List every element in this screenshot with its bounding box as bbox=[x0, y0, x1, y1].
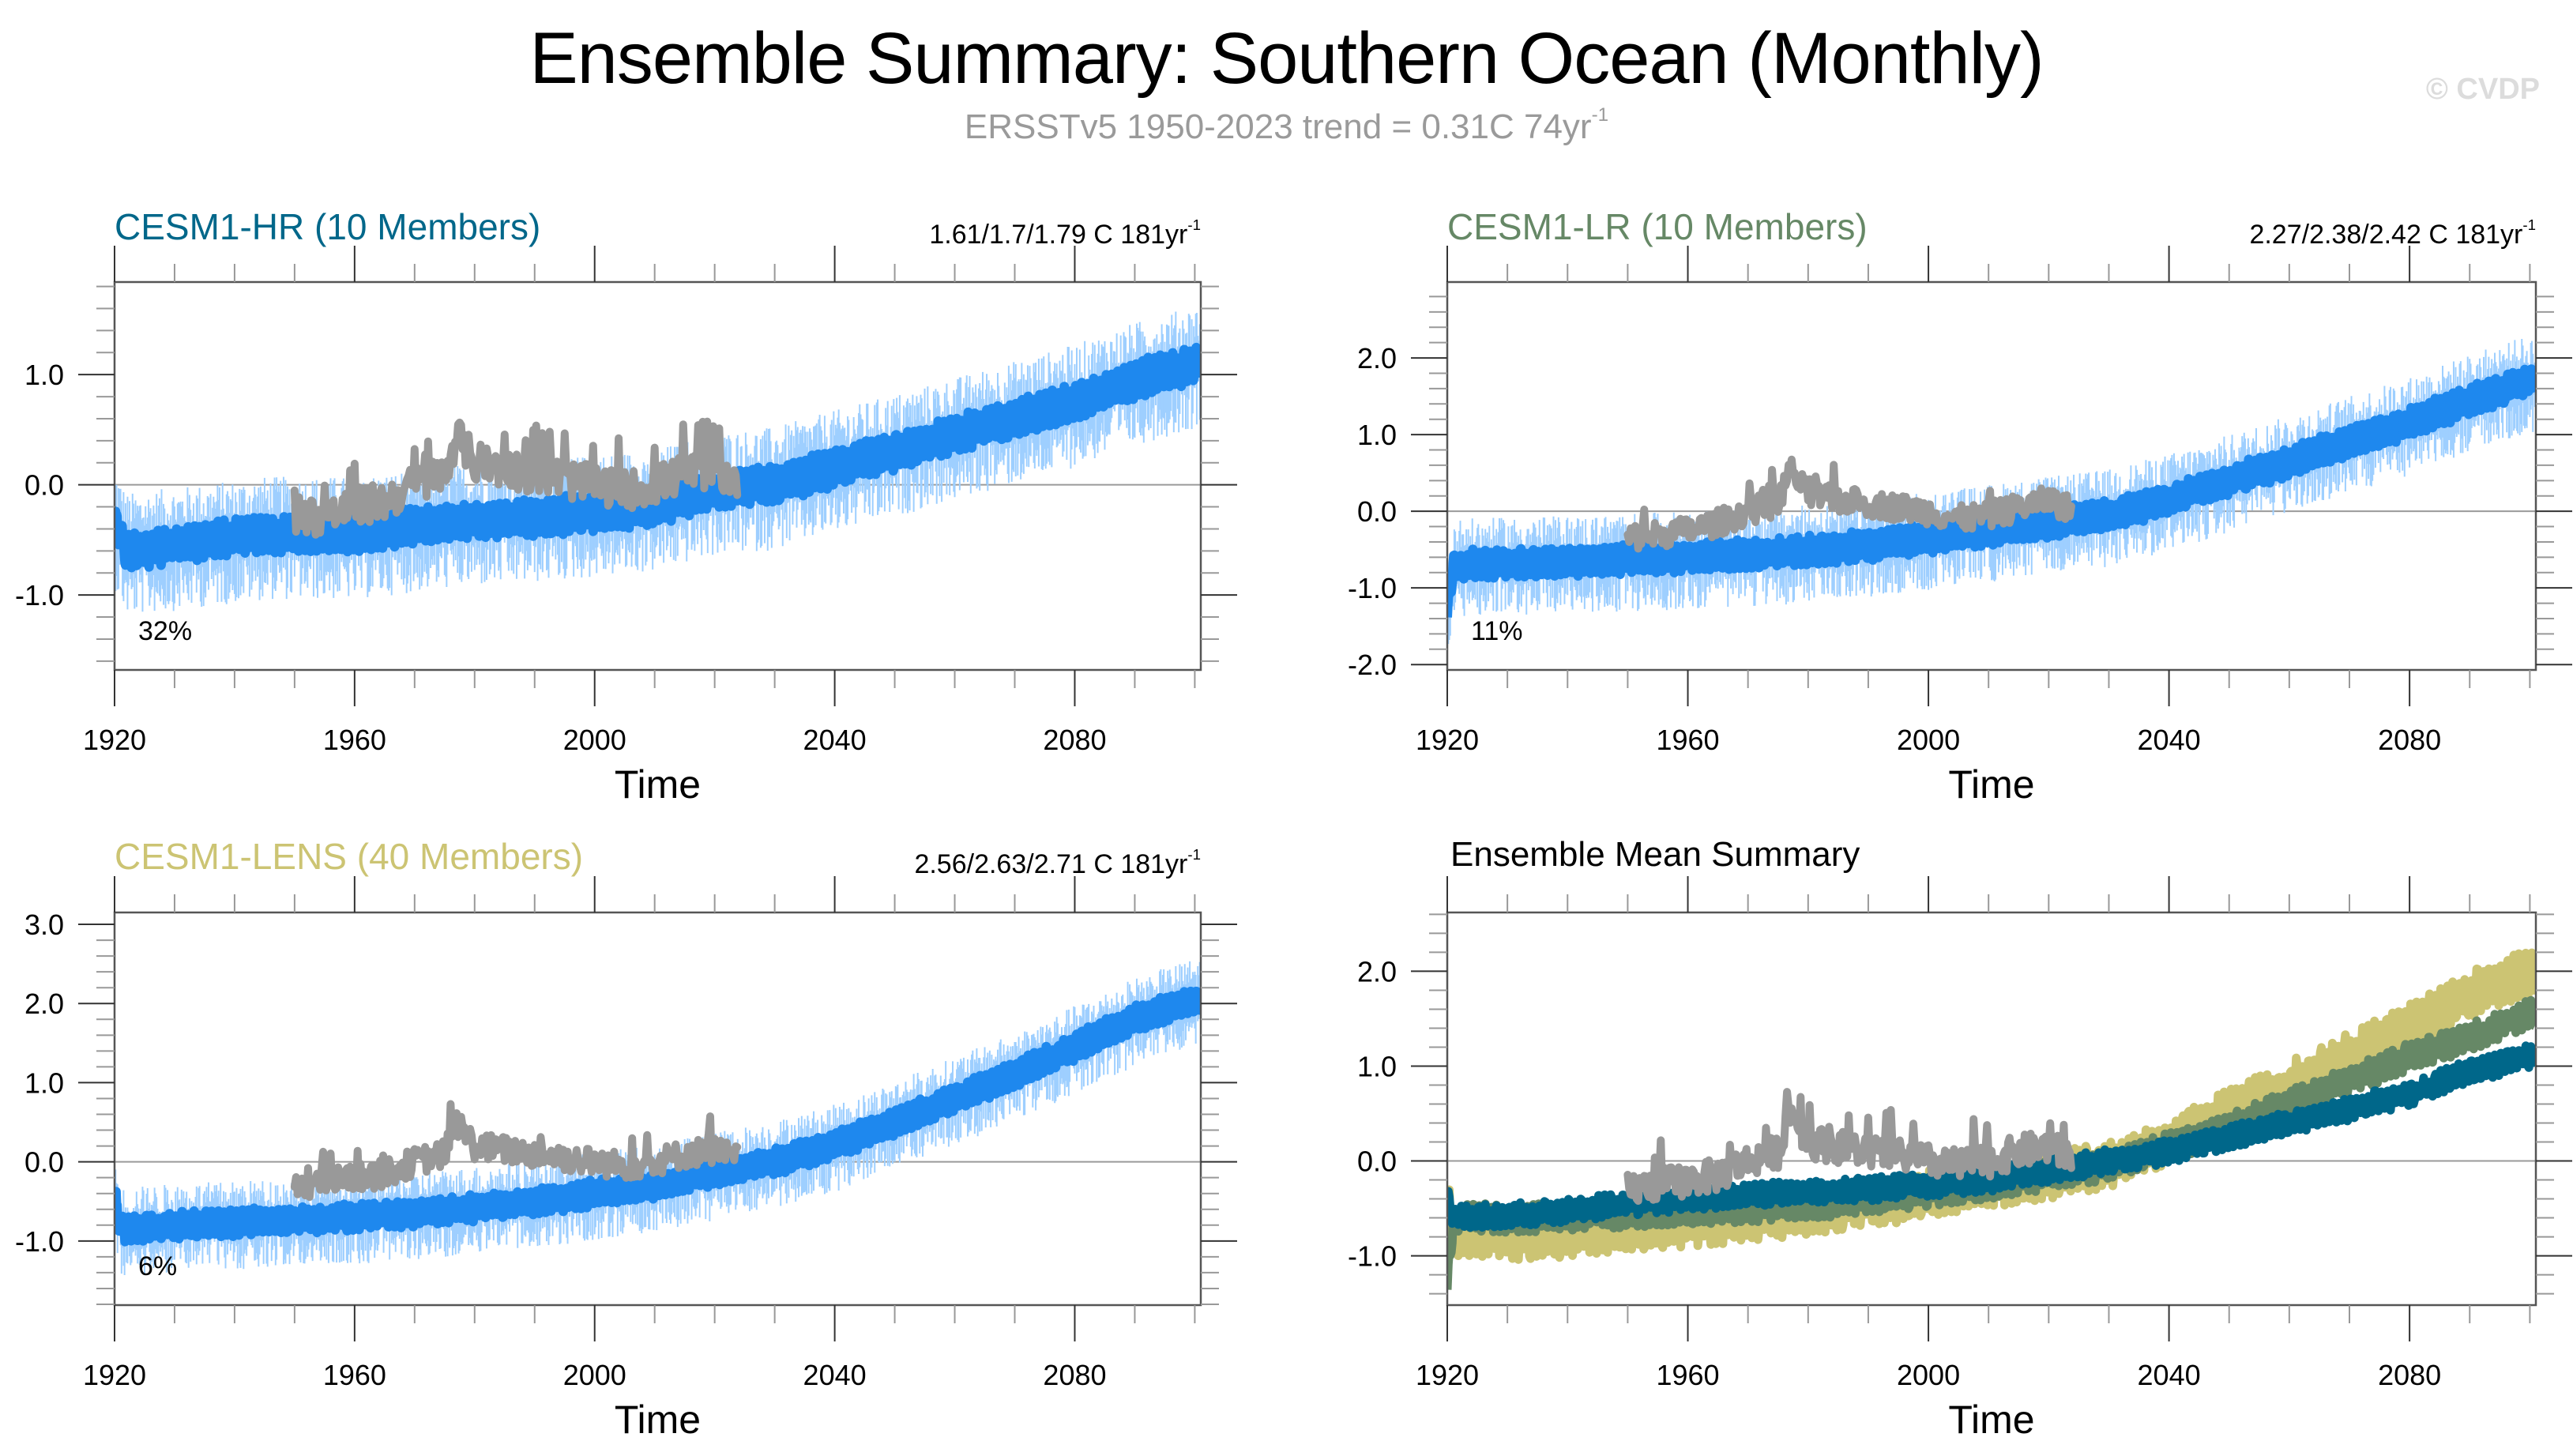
x-tick-label: 1920 bbox=[1416, 724, 1479, 756]
trend-text: 2.56/2.63/2.71 C 181yr bbox=[914, 848, 1188, 879]
x-axis-title: Time bbox=[1948, 1398, 2034, 1442]
x-tick-label: 2080 bbox=[1043, 1359, 1106, 1391]
y-tick-label: -1.0 bbox=[1348, 1240, 1397, 1273]
y-tick-label: 2.0 bbox=[1357, 955, 1397, 988]
plot-frame bbox=[1446, 280, 2537, 672]
x-tick-label: 2080 bbox=[1043, 724, 1106, 756]
cvdp-credit: © CVDP bbox=[2425, 73, 2540, 106]
subtitle-superscript: -1 bbox=[1591, 104, 1609, 126]
chart-panel-3: 1920 1960 2000 2040 2080 Time 3.0 2.0 1.0 0.0 -1.0… bbox=[15, 876, 1237, 1442]
chart-panel-4: 1920 1960 2000 2040 2080 Time 2.0 1.0 0.0 -1.0 bbox=[1348, 876, 2572, 1442]
percent-label: 6% bbox=[138, 1251, 177, 1281]
x-tick-label: 1920 bbox=[83, 724, 146, 756]
percent-label: 11% bbox=[1471, 616, 1523, 646]
x-tick-label: 2000 bbox=[563, 1359, 626, 1391]
panel-title-lens: CESM1-LENS (40 Members) bbox=[115, 836, 584, 877]
plot-area bbox=[115, 961, 1201, 1275]
plot-area bbox=[1447, 948, 2536, 1290]
trend-sup: -1 bbox=[1187, 216, 1201, 233]
y-tick-label: 0.0 bbox=[24, 1146, 64, 1179]
figure-subtitle: ERSSTv5 1950-2023 trend = 0.31C 74yr-1 bbox=[0, 104, 2573, 147]
panel-trend-hr: 1.61/1.7/1.79 C 181yr-1 bbox=[929, 216, 1201, 250]
y-tick-label: 1.0 bbox=[24, 1067, 64, 1099]
x-tick-label: 1960 bbox=[323, 724, 386, 756]
plot-area bbox=[1447, 338, 2536, 645]
x-tick-label: 2040 bbox=[803, 1359, 867, 1391]
x-tick-label: 1920 bbox=[83, 1359, 146, 1391]
plot-area bbox=[115, 311, 1201, 612]
trend-text: 2.27/2.38/2.42 C 181yr bbox=[2249, 219, 2523, 250]
plot-frame bbox=[113, 280, 1202, 672]
panel-trend-lens: 2.56/2.63/2.71 C 181yr-1 bbox=[914, 846, 1201, 880]
y-tick-label: -1.0 bbox=[15, 579, 64, 611]
y-tick-label: 0.0 bbox=[1357, 1146, 1397, 1178]
y-tick-label: 0.0 bbox=[24, 469, 64, 502]
x-tick-label: 2000 bbox=[563, 724, 626, 756]
x-axis-title: Time bbox=[615, 1398, 701, 1442]
plot-frame bbox=[1446, 911, 2537, 1307]
y-tick-label: -1.0 bbox=[1348, 572, 1397, 604]
y-tick-label: 2.0 bbox=[24, 988, 64, 1020]
chart-panel-2: 1920 1960 2000 2040 2080 Time 2.0 1.0 0.0 -1.0 -2.… bbox=[1348, 246, 2572, 807]
x-axis-title: Time bbox=[1948, 762, 2034, 807]
figure-title: Ensemble Summary: Southern Ocean (Monthl… bbox=[529, 18, 2044, 99]
chart-panel-1: 1920 1960 2000 2040 2080 Time 1.0 0.0 -1.0 32% bbox=[15, 246, 1237, 807]
y-tick-label: 1.0 bbox=[1357, 419, 1397, 451]
x-tick-label: 1960 bbox=[1656, 1359, 1719, 1391]
trend-sup: -1 bbox=[2522, 216, 2536, 233]
panel-title-hr: CESM1-HR (10 Members) bbox=[115, 206, 541, 247]
y-tick-label: 2.0 bbox=[1357, 342, 1397, 374]
x-tick-label: 1960 bbox=[323, 1359, 386, 1391]
observations-line bbox=[290, 1100, 742, 1202]
y-tick-label: 1.0 bbox=[1357, 1050, 1397, 1082]
panel-title-lr: CESM1-LR (10 Members) bbox=[1447, 206, 1868, 247]
observations-line bbox=[1623, 1088, 2075, 1205]
plot-frame bbox=[113, 911, 1202, 1307]
x-tick-label: 1920 bbox=[1416, 1359, 1479, 1391]
x-tick-label: 2000 bbox=[1897, 724, 1960, 756]
observations-line bbox=[1623, 455, 2075, 553]
x-tick-label: 2000 bbox=[1897, 1359, 1960, 1391]
x-tick-label: 2080 bbox=[2378, 724, 2441, 756]
y-tick-label: 3.0 bbox=[24, 909, 64, 941]
trend-sup: -1 bbox=[1187, 846, 1201, 863]
y-tick-label: 0.0 bbox=[1357, 495, 1397, 528]
y-tick-label: -2.0 bbox=[1348, 649, 1397, 681]
panel-trend-lr: 2.27/2.38/2.42 C 181yr-1 bbox=[2249, 216, 2536, 250]
y-tick-label: -1.0 bbox=[15, 1225, 64, 1258]
x-tick-label: 2040 bbox=[2138, 724, 2201, 756]
subtitle-text: ERSSTv5 1950-2023 trend = 0.31C 74yr bbox=[964, 107, 1592, 146]
x-tick-label: 2040 bbox=[2138, 1359, 2201, 1391]
x-tick-label: 1960 bbox=[1656, 724, 1719, 756]
y-tick-label: 1.0 bbox=[24, 359, 64, 391]
panel-title-summary: Ensemble Mean Summary bbox=[1450, 835, 1860, 874]
x-tick-label: 2040 bbox=[803, 724, 867, 756]
percent-label: 32% bbox=[138, 616, 192, 646]
observations-line bbox=[290, 417, 742, 539]
ensemble-mean-line bbox=[115, 986, 1201, 1247]
x-tick-label: 2080 bbox=[2378, 1359, 2441, 1391]
x-axis-title: Time bbox=[615, 762, 701, 807]
trend-text: 1.61/1.7/1.79 C 181yr bbox=[929, 219, 1188, 250]
